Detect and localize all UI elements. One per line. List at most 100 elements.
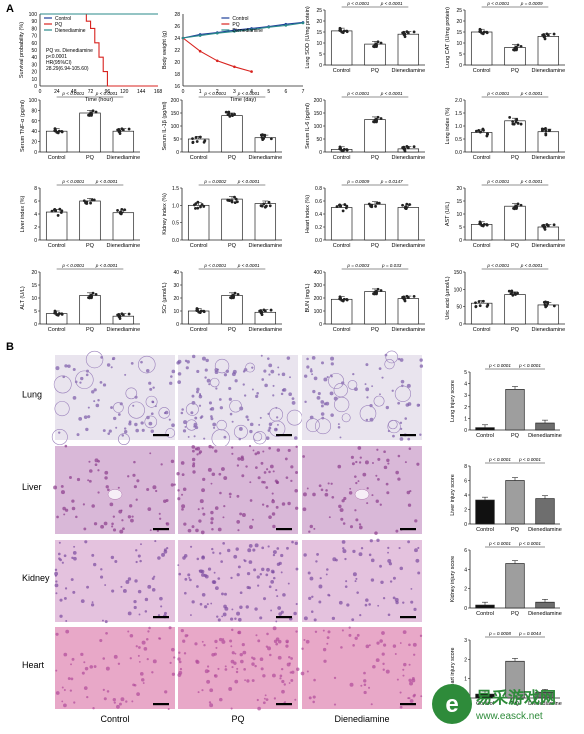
nucleus <box>246 571 251 576</box>
tile-background <box>178 446 298 534</box>
nucleus <box>122 589 127 593</box>
nucleus <box>231 666 234 669</box>
data-point <box>191 141 195 144</box>
y-axis-label: Heart index (%) <box>305 195 311 233</box>
y-tick-label: 0.0 <box>172 238 179 244</box>
nucleus <box>151 588 156 592</box>
bar-control <box>470 132 493 153</box>
data-point <box>477 300 481 303</box>
nucleus <box>326 636 330 640</box>
histology-tile-heart-control <box>55 626 176 710</box>
nucleus <box>207 669 210 673</box>
nucleus <box>178 670 183 675</box>
nucleus <box>138 613 141 616</box>
nucleus <box>149 452 152 455</box>
nucleus <box>379 393 381 396</box>
alveolus <box>138 355 156 374</box>
p-value-label: p = 0.033 <box>381 263 402 268</box>
nucleus <box>208 701 212 704</box>
nucleus <box>137 654 140 657</box>
data-point <box>403 299 407 303</box>
scale-bar <box>400 528 416 531</box>
nucleus <box>326 642 329 645</box>
x-tick-label: Dienediamine <box>249 243 283 249</box>
nucleus <box>155 489 158 493</box>
nucleus <box>147 630 150 633</box>
data-point <box>90 296 93 300</box>
watermark-logo: e 易采游戏网 www.easck.net <box>430 679 580 729</box>
nucleus <box>191 394 195 398</box>
data-point <box>408 203 412 206</box>
y-tick-label: 150 <box>454 270 463 276</box>
nucleus <box>222 542 225 545</box>
y-tick-label: 24 <box>174 36 180 42</box>
data-point <box>56 313 60 317</box>
series-point <box>233 30 236 33</box>
nucleus <box>271 570 275 574</box>
y-tick-label: 5 <box>459 52 462 58</box>
nucleus <box>145 637 149 641</box>
nucleus <box>176 472 180 476</box>
data-point <box>341 209 345 213</box>
y-tick-label: 100 <box>29 12 38 18</box>
data-point <box>60 312 64 316</box>
data-point <box>345 298 349 302</box>
nucleus <box>192 354 196 359</box>
nucleus <box>263 471 267 474</box>
nucleus <box>53 485 58 490</box>
nucleus <box>203 644 206 647</box>
nucleus <box>120 697 125 702</box>
bar-pq <box>221 115 243 153</box>
y-tick-label: 8 <box>464 464 467 470</box>
x-tick-label: Control <box>476 611 494 617</box>
data-point <box>546 224 550 228</box>
p-value-label: p < 0.0001 <box>520 179 543 184</box>
data-point <box>510 289 514 293</box>
nucleus <box>357 446 362 450</box>
nucleus <box>217 667 220 670</box>
nucleus <box>231 651 235 655</box>
y-tick-label: 0.5 <box>455 137 462 143</box>
nucleus <box>133 605 137 610</box>
alveolus <box>75 370 94 389</box>
nucleus <box>268 446 271 450</box>
nucleus <box>230 659 235 664</box>
nucleus <box>197 508 200 511</box>
nucleus <box>139 559 142 563</box>
nucleus <box>181 473 185 477</box>
nucleus <box>139 671 144 676</box>
nucleus <box>352 572 357 577</box>
nucleus <box>310 610 314 613</box>
y-tick-label: 0 <box>34 322 37 328</box>
data-point <box>338 29 342 32</box>
data-point <box>121 128 125 132</box>
nucleus <box>237 565 241 569</box>
nucleus <box>211 547 214 551</box>
x-tick-label: Dienediamine <box>528 611 562 617</box>
nucleus <box>281 388 285 392</box>
nucleus <box>204 368 208 372</box>
p-value-label: p < 0.0001 <box>380 91 403 96</box>
p-value-label: p < 0.0001 <box>237 263 260 268</box>
nucleus <box>295 630 298 633</box>
nucleus <box>206 665 210 668</box>
nucleus <box>121 519 124 522</box>
nucleus <box>306 365 310 369</box>
nucleus <box>111 525 114 528</box>
nucleus <box>182 429 187 433</box>
nucleus <box>407 697 410 700</box>
nucleus <box>200 530 205 535</box>
nucleus <box>90 603 95 607</box>
nucleus <box>141 678 145 682</box>
series-point <box>215 31 219 35</box>
data-point <box>263 309 267 313</box>
alveolus <box>127 401 145 419</box>
nucleus <box>394 597 399 602</box>
nucleus <box>108 429 112 433</box>
nucleus <box>395 529 399 533</box>
legend-label: Dienediamine <box>232 28 263 34</box>
bar-pq <box>79 200 101 241</box>
data-point <box>194 135 198 139</box>
data-point <box>227 199 231 202</box>
